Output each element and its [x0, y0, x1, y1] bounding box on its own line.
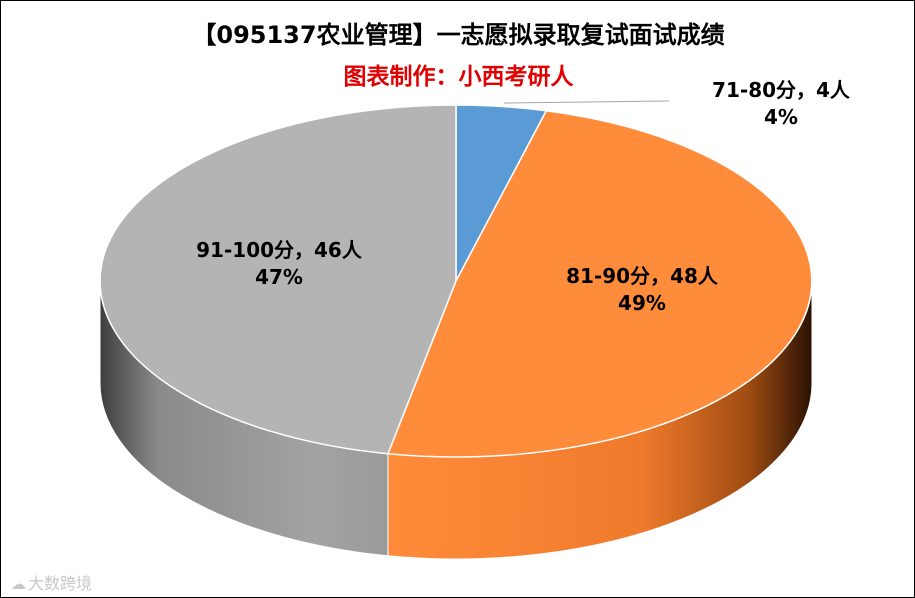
slice-percent-text: 49% [618, 291, 666, 315]
pie-slice-81-90 [386, 109, 813, 458]
watermark: ☁ 大数跨境 [11, 570, 92, 594]
slice-percent-text: 47% [255, 265, 303, 289]
slice-percent-text: 4% [764, 105, 798, 129]
leader-line-71-80 [503, 100, 670, 104]
pie-slice-91-100 [99, 104, 457, 455]
chart-subtitle: 图表制作：小西考研人 [343, 64, 574, 90]
data-label-91-100: 91-100分，46人 47% [196, 237, 362, 291]
slice-label-text: 71-80分，4人 [712, 78, 850, 102]
cloud-logo-icon: ☁ [11, 575, 26, 593]
chart-title: 【095137农业管理】一志愿拟录取复试面试成绩 [192, 21, 725, 49]
data-label-81-90: 81-90分，48人 49% [566, 263, 718, 317]
watermark-text: 大数跨境 [28, 574, 93, 593]
slice-label-text: 81-90分，48人 [566, 264, 718, 288]
data-label-71-80: 71-80分，4人 4% [712, 77, 850, 131]
slice-label-text: 91-100分，46人 [196, 238, 362, 262]
